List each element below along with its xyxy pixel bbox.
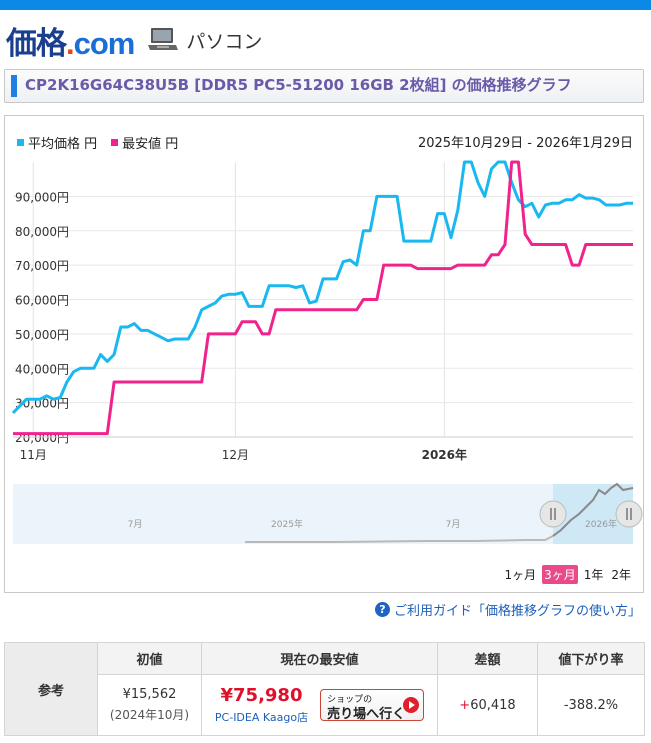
rate-value: -388.2% — [537, 674, 645, 736]
navigator-label: 2025年 — [271, 518, 303, 530]
arrow-right-icon — [403, 697, 420, 713]
logo-main: 価格 — [6, 25, 67, 61]
initial-cell: ¥15,562 (2024年10月) — [97, 674, 202, 736]
site-logo[interactable]: 価格.com — [6, 18, 136, 63]
page-title: CP2K16G64C38U5B [DDR5 PC5-51200 16GB 2枚組… — [25, 76, 572, 94]
y-tick-label: 60,000円 — [15, 294, 69, 308]
summary-label: 参考 — [4, 642, 98, 736]
shop-button-line2: 売り場へ行く — [327, 707, 406, 722]
navigator-bg — [13, 484, 633, 544]
pc-icon — [148, 27, 179, 53]
x-tick-label: 12月 — [222, 448, 249, 462]
chart-legend: 平均価格 円 最安値 円 — [17, 133, 178, 152]
date-range: 2025年10月29日 - 2026年1月29日 — [417, 136, 633, 151]
legend-min-swatch — [111, 139, 119, 146]
legend-min[interactable]: 最安値 円 — [111, 133, 178, 152]
diff-cell: +60,418 — [437, 674, 538, 736]
navigator-label: 7月 — [446, 519, 461, 530]
page-title-box: CP2K16G64C38U5B [DDR5 PC5-51200 16GB 2枚組… — [4, 69, 644, 103]
shop-name-link[interactable]: PC-IDEA Kaago店 — [214, 711, 309, 724]
title-accent-bar — [11, 75, 17, 97]
period-1m[interactable]: 1ヶ月 — [504, 568, 537, 582]
diff-sign: + — [459, 697, 471, 713]
x-tick-label: 2026年 — [422, 447, 467, 462]
header-diff: 差額 — [437, 642, 538, 675]
header-current-lowest: 現在の最安値 — [201, 642, 438, 675]
go-to-shop-button[interactable]: ショップの 売り場へ行く — [320, 689, 425, 722]
diff-value: 60,418 — [470, 697, 516, 713]
shop-button-line1: ショップの — [327, 695, 373, 705]
legend-min-label: 最安値 円 — [122, 137, 179, 152]
header-initial: 初値 — [97, 642, 202, 675]
navigator-label: 2026年 — [585, 518, 617, 530]
price-chart[interactable]: 20,000円30,000円40,000円50,000円60,000円70,00… — [5, 116, 643, 592]
period-selector: 1ヶ月 3ヶ月 1年 2年 — [502, 565, 633, 584]
legend-avg-label: 平均価格 円 — [28, 137, 98, 152]
current-lowest-cell: ¥75,980 PC-IDEA Kaago店 ショップの 売り場へ行く — [201, 674, 438, 736]
usage-guide-text: ご利用ガイド「価格推移グラフの使い方」 — [393, 604, 641, 619]
navigator-label: 7月 — [128, 519, 143, 530]
legend-avg-swatch — [17, 139, 24, 146]
section-name[interactable]: パソコン — [186, 30, 263, 53]
legend-avg[interactable]: 平均価格 円 — [17, 133, 97, 152]
site-header: 価格.com パソコン — [6, 18, 263, 63]
period-2y[interactable]: 2年 — [611, 568, 631, 582]
initial-date: (2024年10月) — [109, 708, 190, 722]
period-3m[interactable]: 3ヶ月 — [542, 565, 578, 584]
y-tick-label: 80,000円 — [15, 225, 69, 239]
series-min-line — [13, 160, 633, 436]
initial-price: ¥15,562 — [122, 687, 177, 702]
navigator-line-selected — [552, 482, 634, 537]
x-tick-label: 11月 — [20, 448, 47, 462]
period-1y[interactable]: 1年 — [583, 568, 604, 582]
logo-dot: . — [66, 25, 75, 61]
navigator-handle[interactable] — [615, 500, 643, 528]
logo-com: com — [73, 25, 136, 61]
current-lowest-price[interactable]: ¥75,980 — [220, 685, 303, 706]
top-accent-bar — [0, 0, 651, 10]
series-avg-line — [11, 160, 633, 414]
y-tick-label: 40,000円 — [15, 362, 69, 376]
y-tick-label: 70,000円 — [15, 259, 69, 273]
help-icon: ? — [374, 602, 390, 617]
navigator-handle[interactable] — [539, 500, 567, 528]
price-summary-table: 参考 初値 現在の最安値 差額 値下がり率 ¥15,562 (2024年10月)… — [4, 642, 645, 736]
y-tick-label: 90,000円 — [15, 190, 69, 204]
header-rate: 値下がり率 — [537, 642, 645, 675]
usage-guide-link[interactable]: ? ご利用ガイド「価格推移グラフの使い方」 — [374, 600, 641, 619]
y-tick-label: 50,000円 — [15, 328, 69, 342]
price-chart-panel: 20,000円 30,000円 40,000円 50,000円 60,000円 70,00… — [4, 115, 644, 593]
